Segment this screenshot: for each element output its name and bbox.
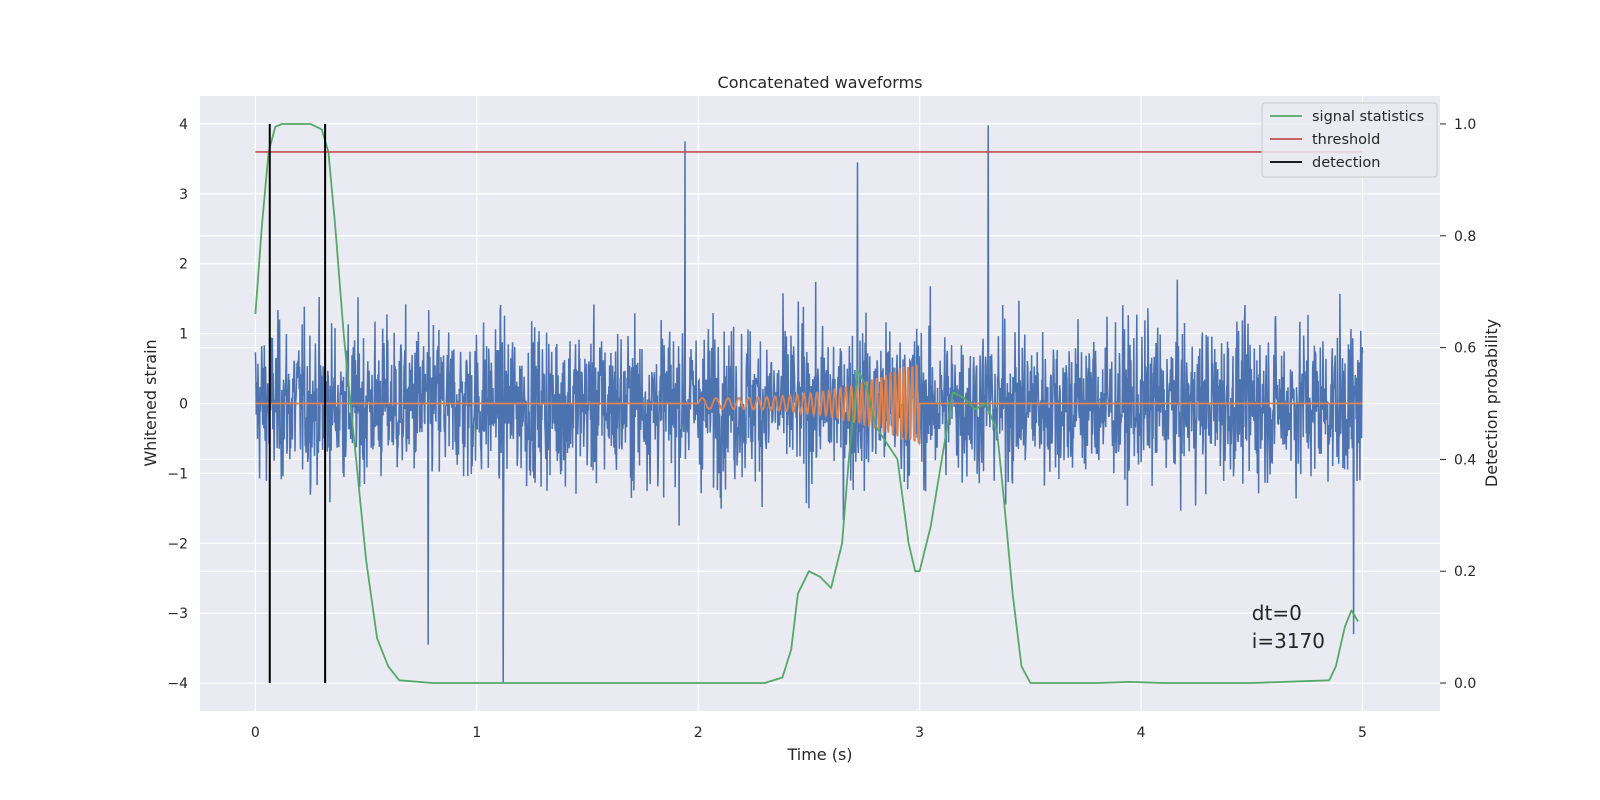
y-tick-label-left: −4 (167, 676, 188, 692)
y-tick-label-right: 0.2 (1454, 564, 1476, 580)
chart-title: Concatenated waveforms (718, 73, 923, 92)
y-tick-label-left: 1 (179, 327, 188, 343)
strain-series (254, 125, 1364, 684)
y-axis-label-right: Detection probability (1482, 319, 1501, 487)
x-tick-label: 2 (694, 725, 703, 741)
chirp-line (255, 364, 1363, 446)
y-tick-label-right: 1.0 (1454, 117, 1476, 133)
y-tick-label-left: 4 (179, 117, 188, 133)
legend-box (1261, 102, 1438, 178)
y-tick-label-left: 2 (179, 257, 188, 273)
y-tick-label-right: 0.4 (1454, 452, 1476, 468)
y-tick-label-right: 0.0 (1454, 676, 1476, 692)
x-axis-label: Time (s) (786, 745, 852, 764)
x-tick-label: 1 (472, 725, 481, 741)
strain-line (254, 125, 1364, 684)
y-tick-label-left: −2 (167, 536, 188, 552)
signal-statistics-series (254, 123, 1359, 684)
y-tick-label-left: −1 (167, 466, 188, 482)
detection-series (268, 123, 327, 684)
x-tick-label: 0 (251, 725, 260, 741)
y-tick-label-left: −3 (167, 606, 188, 622)
x-tick-label: 4 (1137, 725, 1146, 741)
chirp-series (255, 364, 1363, 446)
annotations: dt=0 i=3170 (1252, 601, 1325, 653)
y-tick-label-right: 0.8 (1454, 229, 1476, 245)
legend: signal statistics threshold detection (1261, 102, 1438, 178)
y-tick-label-left: 0 (179, 397, 188, 413)
annotation-text: dt=0 (1252, 601, 1302, 625)
annotation-text: i=3170 (1252, 629, 1325, 653)
signal-statistics-line (254, 123, 1359, 684)
tick-labels: 0 1 2 3 4 5 4 3 2 1 0 −1 −2 −3 −4 1.0 0.8 0.6 0.4 0.2 0.0 (167, 117, 1476, 741)
y-axis-label-left: Whitened strain (141, 339, 160, 466)
legend-label-detection: detection (1312, 155, 1380, 171)
y-tick-label-left: 3 (179, 187, 188, 203)
x-tick-label: 3 (915, 725, 924, 741)
y-tick-label-right: 0.6 (1454, 341, 1476, 357)
x-tick-label: 5 (1358, 725, 1367, 741)
legend-label-threshold: threshold (1312, 132, 1380, 148)
legend-label-signal-statistics: signal statistics (1312, 109, 1424, 125)
